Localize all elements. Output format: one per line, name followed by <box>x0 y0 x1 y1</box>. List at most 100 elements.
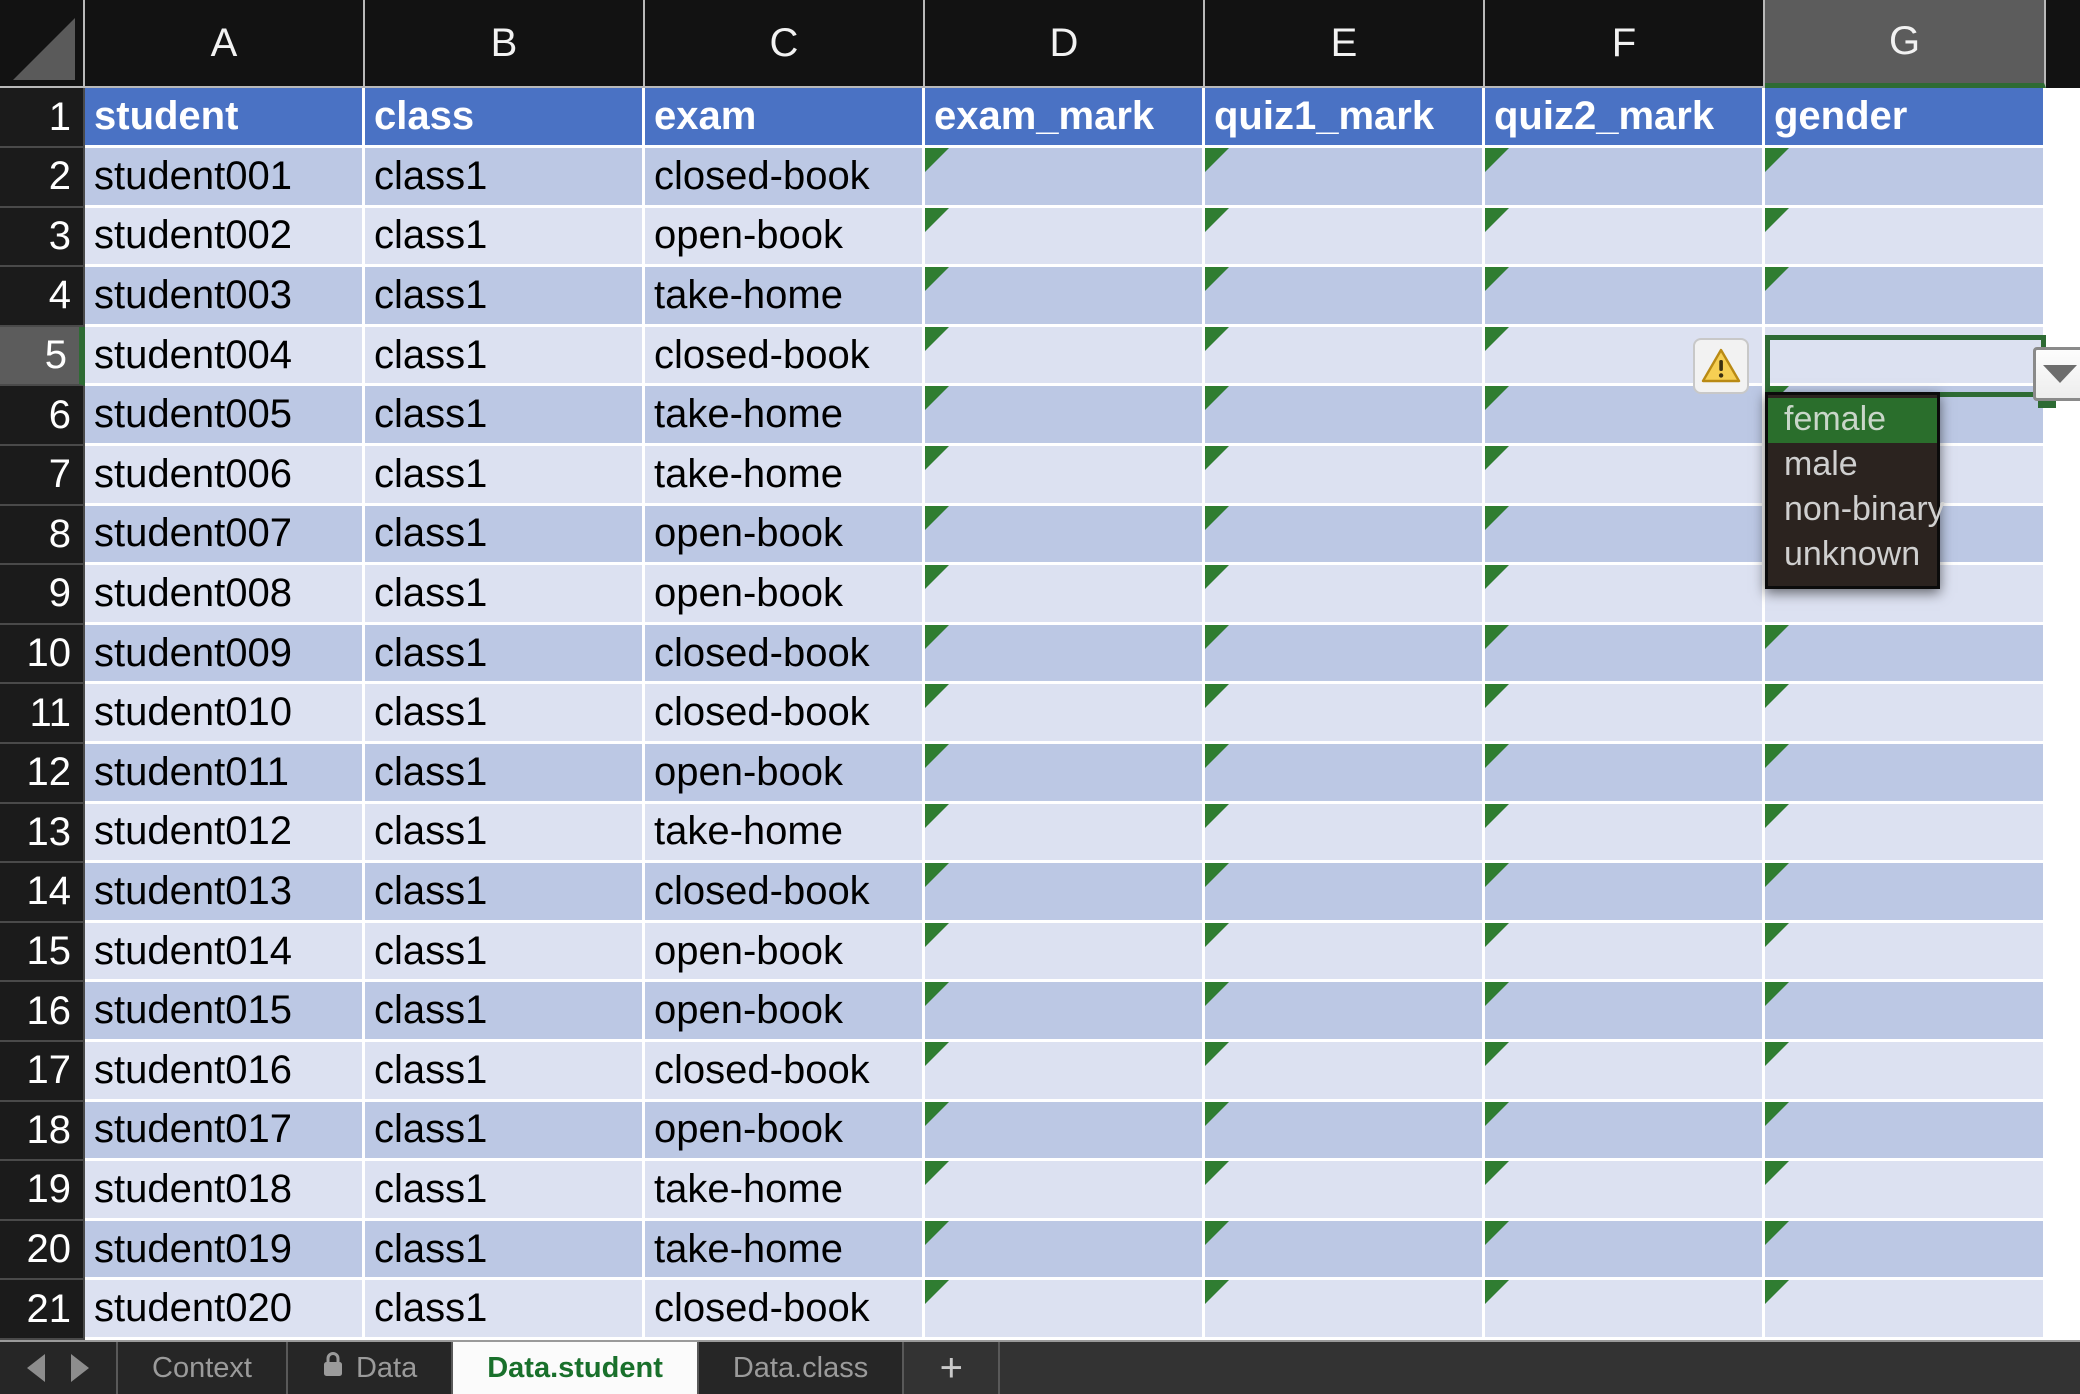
cell-B19[interactable]: class1 <box>365 1161 645 1221</box>
cell-B14[interactable]: class1 <box>365 863 645 923</box>
dropdown-option-non-binary[interactable]: non-binary <box>1784 490 1945 529</box>
cell-C14[interactable]: closed-book <box>645 863 925 923</box>
cell-A20[interactable]: student019 <box>85 1220 365 1281</box>
cell-G2[interactable] <box>1765 148 2046 208</box>
cell-A19[interactable]: student018 <box>85 1161 365 1221</box>
cell-C19[interactable]: take-home <box>645 1161 925 1221</box>
column-header-b[interactable]: B <box>365 0 645 88</box>
header-cell-exam[interactable]: exam <box>645 88 925 148</box>
column-header-d[interactable]: D <box>925 0 1205 88</box>
row-header-3[interactable]: 3 <box>0 207 85 268</box>
cell-C5[interactable]: closed-book <box>645 326 925 387</box>
cell-B21[interactable]: class1 <box>365 1280 645 1340</box>
row-header-21[interactable]: 21 <box>0 1280 85 1340</box>
cell-D2[interactable] <box>925 148 1205 208</box>
cell-B2[interactable]: class1 <box>365 148 645 208</box>
cell-F15[interactable] <box>1485 922 1765 983</box>
cell-C3[interactable]: open-book <box>645 207 925 268</box>
cell-D3[interactable] <box>925 207 1205 268</box>
warning-triangle-icon[interactable] <box>1693 338 1749 394</box>
cell-B11[interactable]: class1 <box>365 684 645 744</box>
cell-E15[interactable] <box>1205 922 1485 983</box>
column-header-g[interactable]: G <box>1765 0 2046 88</box>
cell-G5[interactable] <box>1765 326 2046 387</box>
cell-C9[interactable]: open-book <box>645 565 925 625</box>
cell-F8[interactable] <box>1485 505 1765 566</box>
cell-D17[interactable] <box>925 1042 1205 1102</box>
cell-F4[interactable] <box>1485 267 1765 327</box>
cell-C10[interactable]: closed-book <box>645 624 925 685</box>
cell-B18[interactable]: class1 <box>365 1101 645 1162</box>
cell-A2[interactable]: student001 <box>85 148 365 208</box>
header-cell-quiz2_mark[interactable]: quiz2_mark <box>1485 88 1765 148</box>
dropdown-option-female[interactable]: female <box>1768 398 1937 444</box>
cell-E4[interactable] <box>1205 267 1485 327</box>
cell-A14[interactable]: student013 <box>85 863 365 923</box>
cell-A13[interactable]: student012 <box>85 803 365 864</box>
row-header-19[interactable]: 19 <box>0 1161 85 1221</box>
cell-B6[interactable]: class1 <box>365 386 645 446</box>
cell-A16[interactable]: student015 <box>85 982 365 1042</box>
cell-E16[interactable] <box>1205 982 1485 1042</box>
cell-F12[interactable] <box>1485 744 1765 804</box>
cell-E17[interactable] <box>1205 1042 1485 1102</box>
cell-D12[interactable] <box>925 744 1205 804</box>
cell-E8[interactable] <box>1205 505 1485 566</box>
sheet-tab-data-class[interactable]: Data.class <box>698 1342 905 1394</box>
header-cell-exam_mark[interactable]: exam_mark <box>925 88 1205 148</box>
cell-G18[interactable] <box>1765 1101 2046 1162</box>
column-header-c[interactable]: C <box>645 0 925 88</box>
cell-D18[interactable] <box>925 1101 1205 1162</box>
select-all-corner[interactable] <box>0 0 85 88</box>
cell-C12[interactable]: open-book <box>645 744 925 804</box>
validation-dropdown-list[interactable]: female male non-binary unknown <box>1765 392 1945 590</box>
cell-B9[interactable]: class1 <box>365 565 645 625</box>
cell-B4[interactable]: class1 <box>365 267 645 327</box>
cell-A4[interactable]: student003 <box>85 267 365 327</box>
cell-C6[interactable]: take-home <box>645 386 925 446</box>
cell-E18[interactable] <box>1205 1101 1485 1162</box>
cell-A10[interactable]: student009 <box>85 624 365 685</box>
cell-E13[interactable] <box>1205 803 1485 864</box>
cell-D14[interactable] <box>925 863 1205 923</box>
cell-E20[interactable] <box>1205 1220 1485 1281</box>
row-header-14[interactable]: 14 <box>0 863 85 923</box>
cell-F19[interactable] <box>1485 1161 1765 1221</box>
cell-G19[interactable] <box>1765 1161 2046 1221</box>
row-header-9[interactable]: 9 <box>0 565 85 625</box>
row-header-5[interactable]: 5 <box>0 326 85 387</box>
cell-G11[interactable] <box>1765 684 2046 744</box>
cell-F17[interactable] <box>1485 1042 1765 1102</box>
cell-F2[interactable] <box>1485 148 1765 208</box>
cell-B15[interactable]: class1 <box>365 922 645 983</box>
cell-E3[interactable] <box>1205 207 1485 268</box>
cell-D9[interactable] <box>925 565 1205 625</box>
row-header-7[interactable]: 7 <box>0 446 85 506</box>
cell-F6[interactable] <box>1485 386 1765 446</box>
cell-F9[interactable] <box>1485 565 1765 625</box>
cell-D7[interactable] <box>925 446 1205 506</box>
cell-G15[interactable] <box>1765 922 2046 983</box>
cell-A9[interactable]: student008 <box>85 565 365 625</box>
row-header-18[interactable]: 18 <box>0 1101 85 1162</box>
cell-B8[interactable]: class1 <box>365 505 645 566</box>
cell-E11[interactable] <box>1205 684 1485 744</box>
cell-F3[interactable] <box>1485 207 1765 268</box>
cell-D10[interactable] <box>925 624 1205 685</box>
cell-C15[interactable]: open-book <box>645 922 925 983</box>
row-header-13[interactable]: 13 <box>0 803 85 864</box>
header-cell-quiz1_mark[interactable]: quiz1_mark <box>1205 88 1485 148</box>
cell-E6[interactable] <box>1205 386 1485 446</box>
cell-C2[interactable]: closed-book <box>645 148 925 208</box>
cell-D20[interactable] <box>925 1220 1205 1281</box>
cell-G21[interactable] <box>1765 1280 2046 1340</box>
cell-A5[interactable]: student004 <box>85 326 365 387</box>
row-header-2[interactable]: 2 <box>0 148 85 208</box>
row-header-16[interactable]: 16 <box>0 982 85 1042</box>
cell-G17[interactable] <box>1765 1042 2046 1102</box>
cell-G4[interactable] <box>1765 267 2046 327</box>
cell-G10[interactable] <box>1765 624 2046 685</box>
cell-B17[interactable]: class1 <box>365 1042 645 1102</box>
cell-F20[interactable] <box>1485 1220 1765 1281</box>
cell-G20[interactable] <box>1765 1220 2046 1281</box>
